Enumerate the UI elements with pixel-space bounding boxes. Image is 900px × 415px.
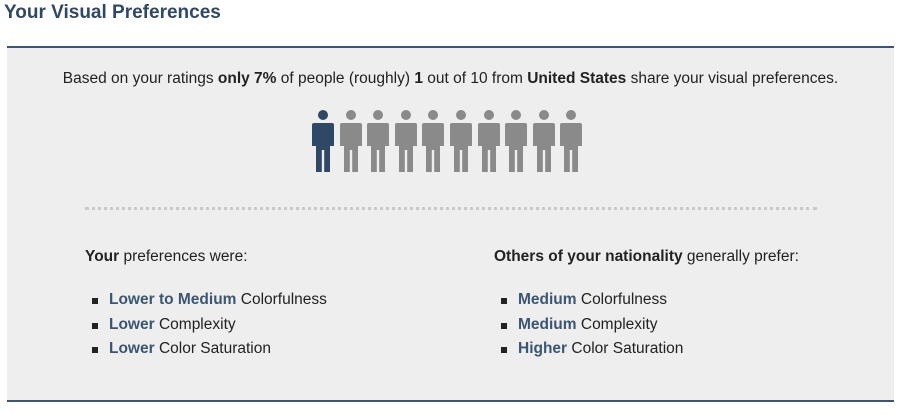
- list-item: Lower Color Saturation: [92, 337, 327, 362]
- person-icon: [449, 110, 472, 172]
- list-item: Lower to Medium Colorfulness: [92, 288, 327, 313]
- preference-level: Lower: [109, 340, 155, 357]
- summary-prefix: Based on your ratings: [62, 70, 218, 87]
- your-preferences-heading-bold: Your: [85, 248, 120, 265]
- person-icon: [394, 110, 417, 172]
- list-item: Medium Colorfulness: [501, 288, 799, 313]
- preference-attribute: Colorfulness: [576, 291, 668, 308]
- person-icon: [505, 110, 528, 172]
- preference-attribute: Complexity: [576, 315, 658, 333]
- summary-mid1: of people (roughly): [276, 70, 415, 87]
- others-preferences: Others of your nationality generally pre…: [494, 248, 799, 362]
- person-icon: [477, 110, 500, 172]
- person-icon: [312, 110, 334, 172]
- list-item: Higher Color Saturation: [501, 337, 799, 362]
- your-preferences-list: Lower to Medium Colorfulness Lower Compl…: [85, 288, 327, 362]
- person-icon: [339, 110, 362, 172]
- preference-level: Lower: [109, 315, 155, 333]
- others-preferences-heading: Others of your nationality generally pre…: [494, 248, 799, 266]
- person-icon: [422, 110, 445, 172]
- preference-attribute: Color Saturation: [567, 340, 684, 357]
- preference-level: Lower to Medium: [109, 291, 237, 308]
- preference-level: Medium: [518, 315, 577, 333]
- list-item: Medium Complexity: [501, 313, 799, 338]
- summary-mid2: out of 10 from: [422, 70, 528, 87]
- summary-text: Based on your ratings only 7% of people …: [7, 70, 894, 88]
- person-icon: [560, 110, 583, 172]
- preference-level: Higher: [518, 340, 568, 357]
- person-icon: [532, 110, 555, 172]
- person-icon: [367, 110, 390, 172]
- preference-attribute: Colorfulness: [236, 291, 327, 308]
- section-title: Your Visual Preferences: [4, 2, 221, 23]
- your-preferences-heading-rest: preferences were:: [119, 248, 248, 265]
- preference-level: Medium: [518, 291, 577, 308]
- summary-percent: only 7%: [217, 70, 277, 87]
- dotted-divider: [85, 207, 817, 210]
- people-graphic: [312, 110, 583, 172]
- others-preferences-heading-bold: Others of your nationality: [494, 248, 683, 265]
- preference-attribute: Color Saturation: [154, 340, 271, 357]
- preference-attribute: Complexity: [154, 315, 236, 333]
- others-preferences-heading-rest: generally prefer:: [682, 248, 799, 265]
- summary-count: 1: [414, 70, 423, 87]
- results-panel: Based on your ratings only 7% of people …: [7, 46, 894, 402]
- list-item: Lower Complexity: [92, 313, 327, 338]
- your-preferences-heading: Your preferences were:: [85, 248, 327, 266]
- summary-country: United States: [527, 70, 627, 87]
- others-preferences-list: Medium Colorfulness Medium Complexity Hi…: [494, 288, 799, 362]
- summary-suffix: share your visual preferences.: [626, 70, 839, 87]
- your-preferences: Your preferences were: Lower to Medium C…: [85, 248, 327, 362]
